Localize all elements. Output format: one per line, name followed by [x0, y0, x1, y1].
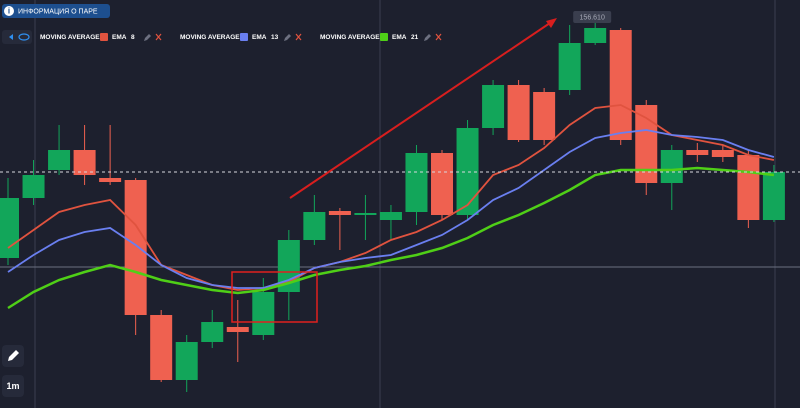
candle-body: [124, 180, 147, 315]
arrow-head: [546, 18, 557, 28]
indicator-kind: EMA: [252, 34, 267, 41]
candle-body: [482, 85, 505, 128]
collapse-icon: [9, 34, 13, 40]
edit-icon[interactable]: [424, 34, 431, 41]
candle-body: [533, 92, 556, 140]
candle-body: [609, 30, 632, 140]
candle-body: [354, 213, 377, 215]
indicator-name: MOVING AVERAGE: [180, 34, 240, 41]
pair-info-label: ИНФОРМАЦИЯ О ПАРЕ: [18, 8, 98, 15]
info-i: i: [8, 7, 10, 16]
overlay: 156.610: [0, 11, 800, 173]
indicator-period: 13: [271, 34, 279, 41]
candle-body: [0, 198, 19, 258]
candle-body: [201, 322, 224, 342]
candle-body: [456, 128, 479, 215]
candle-body: [252, 292, 275, 335]
candle-body: [584, 28, 607, 43]
candle-body: [22, 175, 45, 198]
price-tag: [573, 11, 612, 23]
trend-arrow: [289, 22, 551, 199]
candle-body: [99, 178, 122, 182]
candle-body: [48, 150, 71, 170]
candle-body: [711, 150, 734, 157]
candle-body: [379, 212, 402, 220]
candle-body: [686, 150, 709, 155]
candle-body: [405, 153, 428, 212]
ema-line: [7, 104, 775, 291]
indicator-period: 21: [411, 34, 419, 41]
candles: [0, 18, 785, 392]
indicator-period: 8: [131, 34, 135, 41]
indicator-color: [240, 33, 248, 41]
candle-body: [660, 150, 683, 183]
pair-info-button[interactable]: [2, 4, 110, 18]
candle-body: [150, 315, 173, 380]
eye-icon: [18, 33, 30, 41]
edit-icon[interactable]: [284, 34, 291, 41]
indicator-name: MOVING AVERAGE: [320, 34, 380, 41]
candle-body: [73, 150, 96, 175]
candle-body: [431, 153, 454, 215]
highlight-box: [231, 271, 318, 323]
timeframe-button[interactable]: [2, 375, 24, 397]
indicator-kind: EMA: [112, 34, 127, 41]
indicator-kind: EMA: [392, 34, 407, 41]
candle-body: [226, 327, 249, 332]
candle-body: [328, 211, 351, 215]
timeframe-label: 1m: [6, 381, 19, 391]
candle-body: [558, 43, 581, 90]
remove-icon[interactable]: [435, 33, 442, 41]
ema-lines: [7, 104, 775, 310]
pencil-icon: [8, 350, 19, 361]
indicator-color: [380, 33, 388, 41]
candle-body: [175, 342, 198, 380]
candle-body: [507, 85, 530, 140]
info-icon: [4, 6, 14, 16]
edit-icon[interactable]: [144, 34, 151, 41]
candle-body: [737, 155, 760, 220]
ema-line: [7, 129, 775, 289]
ema-line: [7, 166, 775, 310]
indicator-color: [100, 33, 108, 41]
indicator-name: MOVING AVERAGE: [40, 34, 100, 41]
legend-toggle[interactable]: [2, 30, 32, 44]
price-tag-label: 156.610: [580, 14, 605, 21]
remove-icon[interactable]: [295, 33, 302, 41]
remove-icon[interactable]: [155, 33, 162, 41]
candle-body: [635, 105, 658, 183]
indicator-legend: MOVING AVERAGE EMA 8 MOVING AVERAGE EMA 13 MOV…: [40, 33, 442, 41]
candle-body: [762, 172, 785, 220]
candle-body: [303, 212, 326, 240]
